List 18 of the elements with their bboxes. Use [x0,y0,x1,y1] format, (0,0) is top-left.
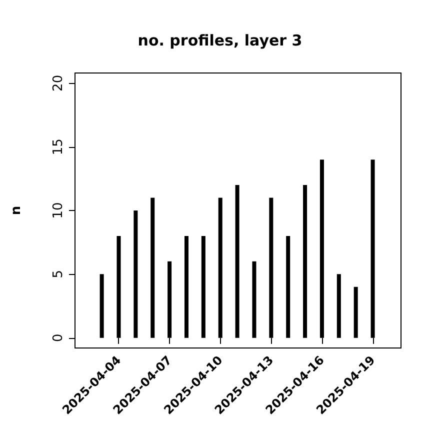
y-tick-label: 20 [51,74,66,92]
bar [150,198,155,338]
chart-title: no. profiles, layer 3 [138,32,302,50]
y-tick-label: 15 [51,138,66,156]
bar [286,236,290,338]
bar [235,185,240,338]
bar [184,236,188,338]
bar [134,210,138,338]
y-tick-label: 5 [51,270,66,278]
bar [336,274,341,338]
bar [201,236,206,338]
y-tick-label: 10 [51,202,66,219]
bar [100,274,104,338]
y-axis-title: n [9,206,24,216]
bar [252,261,256,338]
bar [303,185,308,338]
y-tick-label: 0 [51,334,66,342]
bar [354,286,358,338]
